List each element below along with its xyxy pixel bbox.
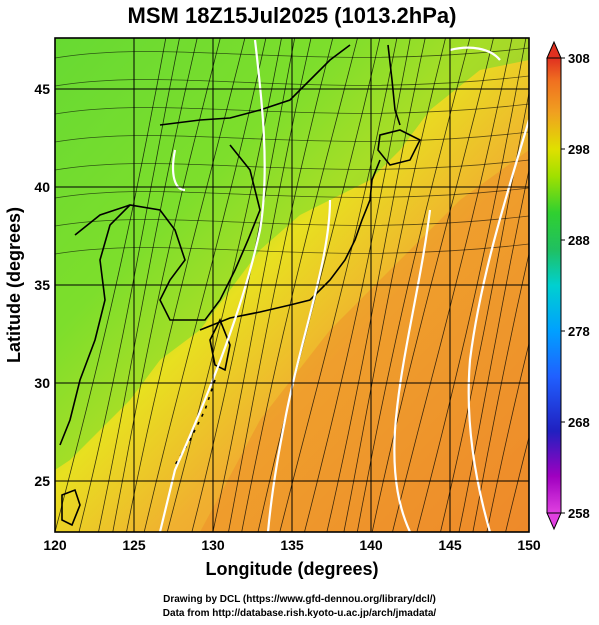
isotherm-1 bbox=[158, 39, 266, 532]
x-tick-label: 130 bbox=[201, 537, 225, 553]
colorbar-ramp bbox=[546, 57, 562, 514]
streamline bbox=[55, 159, 529, 171]
isotherms bbox=[158, 39, 529, 532]
x-tick-label: 150 bbox=[517, 537, 541, 553]
colorbar-tick-label: 268 bbox=[568, 415, 590, 430]
coast-hokkaido bbox=[377, 129, 422, 166]
grid-lines bbox=[55, 38, 529, 532]
colorbar: 308 298 288 278 268 258 bbox=[546, 40, 590, 531]
streamline bbox=[528, 531, 529, 532]
x-tick-label: 125 bbox=[122, 537, 146, 553]
coast-russia bbox=[159, 44, 351, 126]
colorbar-tick-label: 278 bbox=[568, 324, 590, 339]
plot-frame bbox=[54, 37, 530, 533]
isotherm-4 bbox=[467, 119, 529, 532]
credit-dcl: Drawing by DCL (https://www.gfd-dennou.o… bbox=[163, 594, 436, 605]
coast-korea-china bbox=[74, 144, 261, 321]
colorbar-tick-label: 308 bbox=[568, 51, 590, 66]
coast-china bbox=[59, 204, 131, 446]
coast-honshu bbox=[199, 159, 381, 331]
x-axis-label: Longitude (degrees) bbox=[205, 559, 378, 579]
colorbar-tick-label: 298 bbox=[568, 142, 590, 157]
coast-sakhalin bbox=[387, 44, 401, 126]
y-tick-label: 25 bbox=[34, 473, 50, 489]
streamline bbox=[55, 131, 529, 143]
y-axis-label: Latitude (degrees) bbox=[4, 207, 24, 363]
isotherm-2 bbox=[266, 199, 332, 532]
streamline bbox=[55, 75, 529, 87]
coast-taiwan bbox=[61, 488, 81, 527]
isotherm-3 bbox=[393, 209, 432, 532]
isotherm-6 bbox=[449, 46, 501, 61]
x-tick-label: 120 bbox=[43, 537, 67, 553]
x-tick-label: 135 bbox=[280, 537, 304, 553]
figure-title: MSM 18Z15Jul2025 (1013.2hPa) bbox=[128, 3, 457, 28]
colorbar-tick-label: 258 bbox=[568, 506, 590, 521]
streamline bbox=[55, 243, 529, 255]
streamline bbox=[55, 215, 529, 227]
y-tick-label: 30 bbox=[34, 375, 50, 391]
colorbar-top-arrow bbox=[546, 40, 562, 59]
x-tick-label: 140 bbox=[359, 537, 383, 553]
streamline bbox=[486, 341, 529, 532]
y-tick-label: 35 bbox=[34, 277, 50, 293]
colorbar-bottom-arrow bbox=[546, 512, 562, 531]
streamline bbox=[505, 435, 529, 532]
colorbar-tick-labels: 308 298 288 278 268 258 bbox=[561, 51, 590, 521]
y-tick-labels: 25 30 35 40 45 bbox=[34, 81, 50, 489]
colorbar-tick-label: 288 bbox=[568, 233, 590, 248]
x-tick-label: 145 bbox=[438, 537, 462, 553]
credit-data-source: Data from http://database.rish.kyoto-u.a… bbox=[162, 608, 437, 619]
isotherm-5 bbox=[171, 149, 186, 192]
y-tick-label: 40 bbox=[34, 179, 50, 195]
y-tick-label: 45 bbox=[34, 81, 50, 97]
x-tick-labels: 120 125 130 135 140 145 150 bbox=[43, 537, 541, 553]
coastlines bbox=[59, 44, 422, 527]
